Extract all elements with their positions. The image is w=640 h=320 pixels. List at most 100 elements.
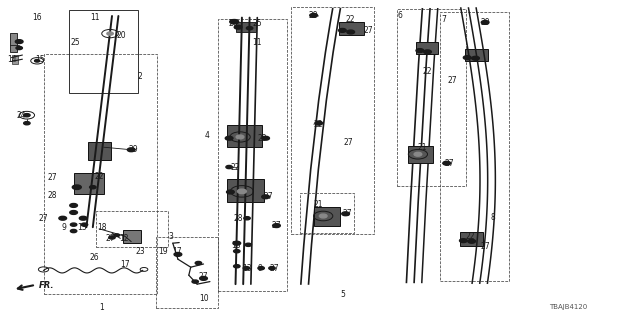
Circle shape (481, 20, 489, 24)
Circle shape (258, 267, 264, 270)
Text: 6: 6 (397, 11, 403, 20)
Text: 27: 27 (105, 234, 115, 243)
Text: 27: 27 (47, 173, 58, 182)
Circle shape (227, 190, 234, 194)
Text: 7: 7 (442, 15, 447, 24)
Bar (291, 7, 374, 234)
Circle shape (416, 49, 424, 52)
Circle shape (195, 261, 202, 265)
Bar (416, 42, 438, 54)
Text: 25: 25 (70, 38, 81, 47)
Text: 22: 22 (314, 120, 323, 129)
Bar (465, 49, 488, 61)
Bar (460, 232, 483, 246)
Circle shape (273, 224, 280, 228)
Text: TBAJB4120: TBAJB4120 (549, 304, 588, 309)
Text: 27: 27 (480, 242, 490, 251)
Circle shape (192, 280, 198, 283)
Text: 27: 27 (271, 221, 282, 230)
Text: 26: 26 (90, 253, 100, 262)
Bar (440, 12, 509, 281)
Bar (408, 146, 433, 163)
Bar (236, 22, 256, 32)
Circle shape (234, 265, 240, 268)
Text: 2: 2 (137, 72, 142, 81)
Text: 27: 27 (444, 159, 454, 168)
Text: 17: 17 (120, 260, 131, 269)
Circle shape (70, 229, 77, 233)
Circle shape (24, 122, 30, 125)
Text: 11: 11 (253, 38, 262, 47)
Text: 18: 18 (231, 241, 240, 250)
Text: 27: 27 (344, 138, 354, 147)
Text: 11: 11 (90, 13, 99, 22)
Circle shape (15, 40, 23, 44)
Bar (88, 142, 111, 160)
Text: 13: 13 (242, 264, 252, 273)
Circle shape (472, 56, 479, 60)
Bar (300, 193, 354, 233)
Text: 25: 25 (252, 19, 262, 28)
Text: 27: 27 (447, 76, 457, 85)
Circle shape (463, 56, 471, 60)
Circle shape (236, 135, 244, 139)
Text: 28: 28 (234, 214, 243, 223)
Circle shape (342, 212, 349, 216)
Circle shape (443, 161, 451, 165)
Circle shape (262, 195, 269, 199)
Text: 28: 28 (48, 191, 57, 200)
Text: 29: 29 (128, 145, 138, 154)
Text: 29: 29 (480, 18, 490, 27)
Circle shape (269, 267, 275, 270)
Text: 14: 14 (6, 55, 17, 64)
Circle shape (246, 27, 253, 30)
Circle shape (24, 114, 30, 117)
Circle shape (234, 250, 240, 253)
Circle shape (243, 267, 250, 270)
Text: 22: 22 (231, 163, 240, 172)
Circle shape (225, 136, 233, 140)
Text: 3: 3 (168, 232, 173, 241)
Circle shape (59, 216, 67, 220)
Text: 22: 22 (95, 172, 104, 181)
Text: 9: 9 (257, 264, 262, 273)
Circle shape (70, 211, 77, 214)
Bar (339, 22, 364, 35)
Text: 22: 22 (346, 15, 355, 24)
Bar (218, 19, 287, 291)
Circle shape (315, 121, 323, 125)
Text: 9: 9 (61, 223, 67, 232)
Circle shape (347, 30, 355, 34)
Circle shape (319, 214, 327, 218)
Text: 20: 20 (116, 31, 127, 40)
Text: 4: 4 (204, 132, 209, 140)
Bar (227, 125, 262, 147)
Text: 1: 1 (99, 303, 104, 312)
Text: 8: 8 (490, 213, 495, 222)
Circle shape (16, 46, 22, 50)
Text: 23: 23 (136, 247, 146, 256)
Text: 12: 12 (119, 234, 128, 243)
Bar (123, 230, 141, 243)
Text: 20: 20 (228, 19, 239, 28)
Circle shape (127, 148, 135, 152)
Text: 27: 27 (269, 264, 279, 273)
Circle shape (70, 204, 77, 207)
Circle shape (244, 217, 250, 220)
Circle shape (245, 243, 252, 246)
Circle shape (90, 186, 96, 189)
Text: 17: 17 (172, 247, 182, 256)
Circle shape (115, 234, 120, 236)
Circle shape (468, 239, 476, 243)
Circle shape (339, 28, 346, 32)
Circle shape (109, 236, 115, 239)
Text: 27: 27 (38, 214, 49, 223)
Bar (44, 54, 157, 294)
Circle shape (233, 241, 241, 245)
Bar (74, 173, 104, 194)
Bar (96, 211, 168, 247)
Text: 22: 22 (466, 232, 475, 241)
Text: 15: 15 (35, 55, 45, 64)
Bar (10, 33, 17, 52)
Text: 21: 21 (418, 143, 427, 152)
